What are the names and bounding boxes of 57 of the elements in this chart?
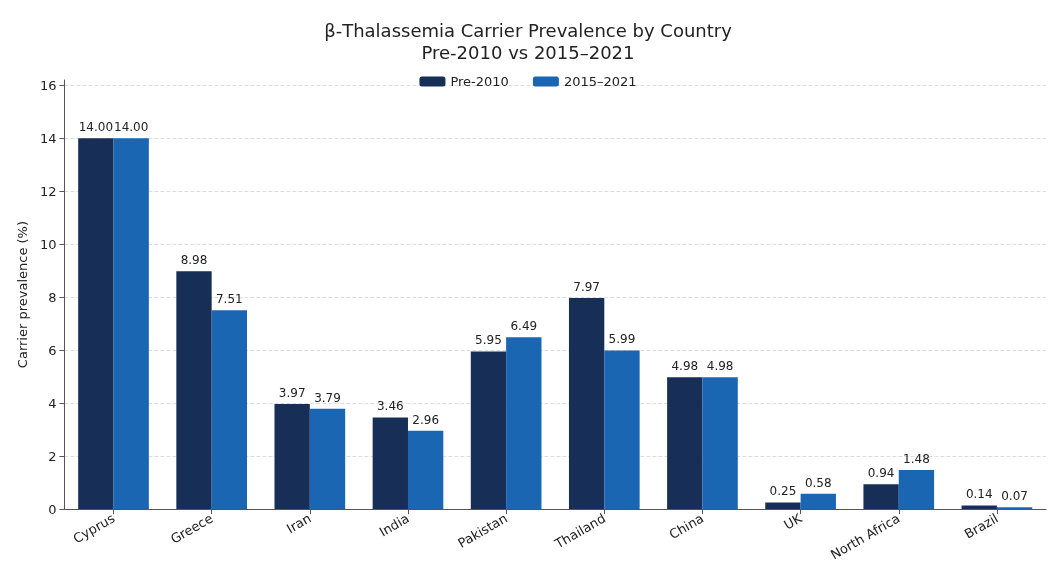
y-tick-label: 12 <box>39 183 57 199</box>
data-label: 8.98 <box>180 253 208 268</box>
data-label: 14.00 <box>78 120 114 135</box>
bar <box>274 403 310 510</box>
y-tick-label: 2 <box>48 448 57 464</box>
data-label: 14.00 <box>114 120 149 135</box>
y-tick-label: 6 <box>48 342 57 358</box>
bar <box>961 505 997 510</box>
bar <box>800 493 836 510</box>
bar <box>78 138 114 510</box>
data-label: 1.48 <box>903 451 930 466</box>
x-tick-label: China <box>666 510 707 543</box>
bar <box>568 297 605 510</box>
bar <box>604 350 640 510</box>
bar <box>667 377 703 510</box>
data-label: 3.79 <box>314 390 341 405</box>
data-label: 0.07 <box>1001 489 1028 504</box>
y-axis-title: Carrier prevalence (%) <box>15 220 30 369</box>
data-label: 0.94 <box>867 466 895 481</box>
bar <box>702 377 738 510</box>
data-label: 2.96 <box>412 412 440 427</box>
chart-title: β-Thalassemia Carrier Prevalence by Country <box>324 19 733 41</box>
y-tick-label: 0 <box>48 501 57 517</box>
data-label: 3.46 <box>376 399 404 414</box>
chart-subtitle: Pre-2010 vs 2015–2021 <box>421 41 635 63</box>
data-label: 4.98 <box>671 359 699 374</box>
bar <box>863 484 899 510</box>
data-label: 3.97 <box>278 385 306 400</box>
bar <box>113 138 149 510</box>
legend-label: Pre-2010 <box>450 74 509 89</box>
bar <box>898 469 935 510</box>
bar <box>309 408 346 510</box>
data-label: 0.25 <box>769 484 797 499</box>
data-label: 7.97 <box>573 279 600 294</box>
y-tick-label: 16 <box>39 77 57 93</box>
legend-label: 2015–2021 <box>563 74 637 89</box>
data-label: 5.99 <box>608 332 636 347</box>
bar <box>211 310 248 510</box>
x-tick-label: UK <box>781 510 805 533</box>
bar <box>765 502 801 510</box>
y-tick-label: 8 <box>48 289 57 305</box>
x-tick-label: Iran <box>284 510 314 537</box>
data-label: 6.49 <box>510 319 538 334</box>
bar <box>176 271 212 510</box>
y-tick-label: 14 <box>39 130 57 146</box>
bar <box>506 337 542 510</box>
data-label: 5.95 <box>475 333 502 348</box>
y-tick-label: 4 <box>48 395 57 411</box>
y-tick-label: 10 <box>39 236 57 252</box>
bar <box>470 351 507 510</box>
data-label: 0.58 <box>804 475 832 490</box>
data-label: 7.51 <box>215 292 243 307</box>
x-tick-label: India <box>376 510 412 540</box>
data-label: 4.98 <box>706 359 734 374</box>
bar <box>372 417 408 510</box>
data-label: 0.14 <box>965 487 993 502</box>
bar <box>407 430 444 510</box>
